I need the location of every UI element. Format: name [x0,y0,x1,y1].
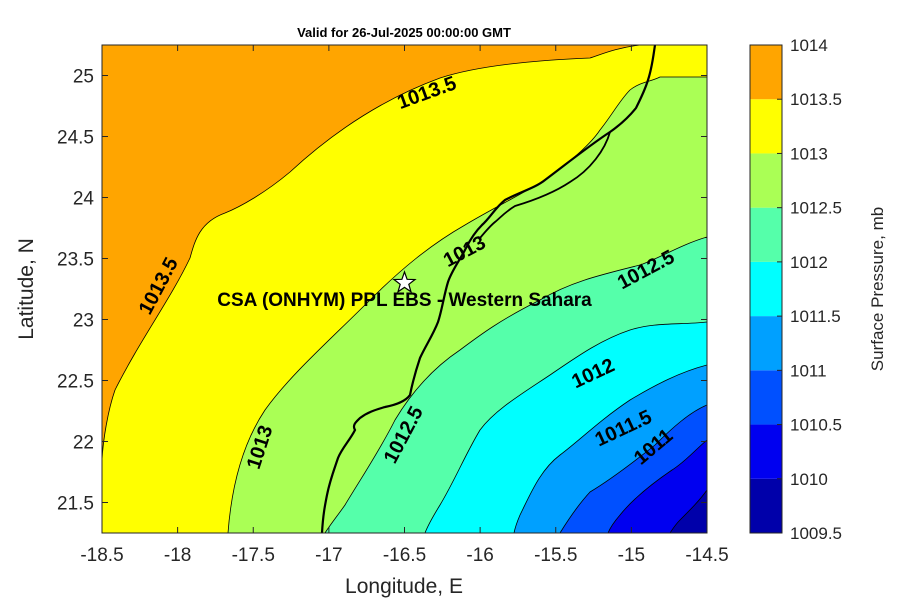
y-tick-label: 24 [73,189,95,210]
x-axis-ticks: -18.5 -18 -17.5 -17 -16.5 -16 -15.5 -15 -14.5 [80,45,729,566]
x-tick-label: -15 [618,545,645,566]
x-tick-label: -18.5 [80,545,123,566]
band-1010-1010.5 [607,439,707,533]
colorbar-segment [750,370,782,425]
colorbar-tick-label: 1010 [790,470,828,489]
colorbar-label: Surface Pressure, mb [868,207,887,371]
colorbar-tick-label: 1012.5 [790,199,842,218]
coastline [320,45,657,533]
x-tick-label: -18 [164,545,191,566]
x-axis-label: Longitude, E [345,575,463,598]
colorbar-segment [750,207,782,262]
station-layer: CSA (ONHYM) PPL EBS - Western Sahara [217,270,592,311]
colorbar-segment [750,478,782,533]
y-axis-label: Latitude, N [15,238,38,340]
x-tick-label: -16.5 [383,545,426,566]
station-star-marker [392,270,417,294]
colorbar-segment [750,316,782,371]
colorbar-tick-label: 1013 [790,144,828,163]
colorbar-tick-label: 1011.5 [790,307,841,326]
coastline-inlet [479,131,611,239]
colorbar: 1014 1013.5 1013 1012.5 1012 1011.5 1011 1010.5… [749,36,842,543]
station-label: CSA (ONHYM) PPL EBS - Western Sahara [217,290,592,311]
colorbar-segment [750,261,782,317]
colorbar-tick-label: 1011 [790,361,827,380]
colorbar-border [749,44,783,534]
x-tick-label: -17 [315,545,342,566]
y-tick-label: 23 [73,311,94,332]
x-tick-label: -14.5 [685,545,728,566]
y-tick-label: 23.5 [57,250,94,271]
colorbar-segment [750,424,782,479]
colorbar-tick-label: 1010.5 [790,416,842,435]
colorbar-tick-label: 1012 [790,253,828,272]
plot-area [102,45,707,533]
x-tick-label: -15.5 [534,545,577,566]
y-tick-label: 25 [73,67,94,88]
band-1013.5-1014 [102,45,641,461]
colorbar-segment [750,99,782,154]
y-axis-ticks: 25 24.5 24 23.5 23 22.5 22 21.5 [57,67,707,515]
y-tick-label: 22.5 [57,372,94,393]
y-tick-label: 21.5 [57,494,94,515]
colorbar-tick-label: 1014 [790,36,828,55]
chart-title: Valid for 26-Jul-2025 00:00:00 GMT [297,25,511,40]
colorbar-segment [750,45,782,100]
band-1009.5-1010 [669,489,707,533]
colorbar-segment [750,153,782,208]
x-tick-label: -17.5 [232,545,275,566]
x-tick-label: -16 [466,545,493,566]
colorbar-tick-label: 1013.5 [790,90,842,109]
y-tick-label: 22 [73,433,94,454]
y-tick-label: 24.5 [57,128,94,149]
colorbar-tick-label: 1009.5 [790,524,842,543]
